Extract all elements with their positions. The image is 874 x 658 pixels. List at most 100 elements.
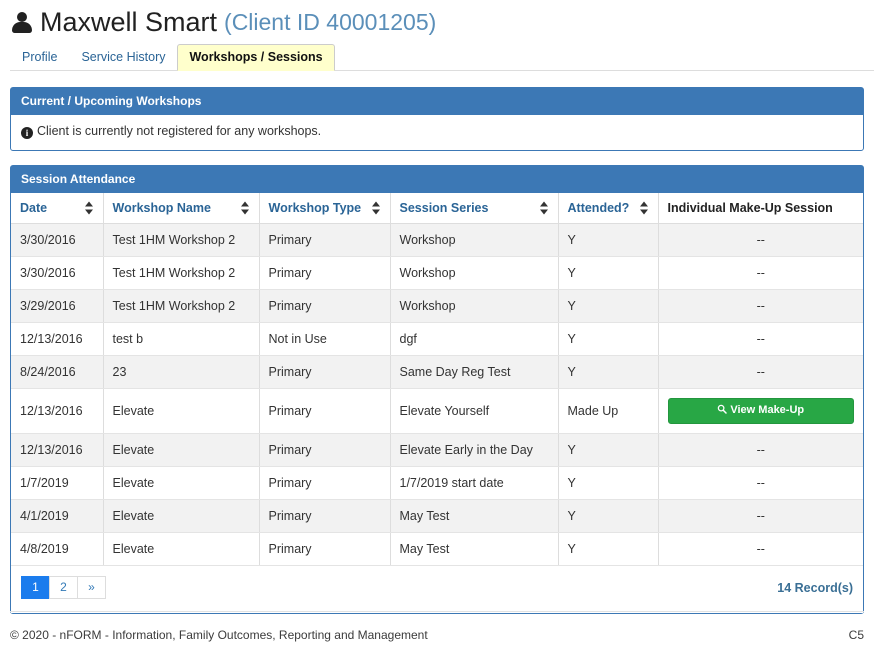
client-id: (Client ID 40001205) <box>224 8 437 35</box>
cell-workshop-name: Elevate <box>103 499 260 533</box>
tab-bar: Profile Service History Workshops / Sess… <box>10 44 874 71</box>
sort-icon[interactable] <box>539 201 549 215</box>
cell-individual-makeup-session: -- <box>658 433 863 467</box>
cell-date: 12/13/2016 <box>11 388 104 434</box>
cell-session-series: May Test <box>390 532 559 566</box>
pagination: 1 2 » <box>21 576 106 599</box>
cell-attended: Y <box>558 532 659 566</box>
cell-session-series: Workshop <box>390 223 559 257</box>
cell-workshop-name: 23 <box>103 355 260 389</box>
cell-session-series: Elevate Yourself <box>390 388 559 434</box>
column-header-attended[interactable]: Attended? <box>558 193 659 224</box>
cell-session-series: Workshop <box>390 289 559 323</box>
view-make-up-button[interactable]: View Make-Up <box>667 398 854 424</box>
cell-workshop-name: Elevate <box>103 433 260 467</box>
cell-individual-makeup-session: -- <box>658 355 863 389</box>
column-header-session-series[interactable]: Session Series <box>390 193 559 224</box>
column-header-workshop-type[interactable]: Workshop Type <box>259 193 391 224</box>
cell-workshop-type: Primary <box>259 388 391 434</box>
cell-session-series: dgf <box>390 322 559 356</box>
record-count: 14 Record(s) <box>777 580 853 595</box>
page-button-1[interactable]: 1 <box>21 576 49 599</box>
cell-session-series: Same Day Reg Test <box>390 355 559 389</box>
column-label-session-series: Session Series <box>399 201 489 215</box>
cell-date: 3/29/2016 <box>11 289 104 323</box>
table-row: 4/8/2019 Elevate Primary May Test Y -- <box>11 532 863 566</box>
current-upcoming-workshops-panel: Current / Upcoming Workshops i Client is … <box>10 87 864 151</box>
page-button-next[interactable]: » <box>77 576 106 599</box>
column-header-workshop-name[interactable]: Workshop Name <box>103 193 260 224</box>
cell-workshop-type: Primary <box>259 355 391 389</box>
column-label-date: Date <box>20 201 48 215</box>
upcoming-panel-body: i Client is currently not registered for … <box>11 115 863 150</box>
cell-attended: Y <box>558 322 659 356</box>
cell-attended: Y <box>558 499 659 533</box>
page-title: Maxwell Smart <box>40 7 218 37</box>
cell-workshop-name: Elevate <box>103 388 260 434</box>
cell-workshop-type: Primary <box>259 466 391 500</box>
panel-title-attendance: Session Attendance <box>11 166 863 193</box>
page-button-2[interactable]: 2 <box>49 576 77 599</box>
cell-date: 12/13/2016 <box>11 433 104 467</box>
cell-workshop-name: Test 1HM Workshop 2 <box>103 289 260 323</box>
cell-individual-makeup-session: -- <box>658 256 863 290</box>
sort-icon[interactable] <box>639 201 649 215</box>
cell-workshop-name: Elevate <box>103 466 260 500</box>
cell-individual-makeup-session: -- <box>658 466 863 500</box>
cell-workshop-name: Test 1HM Workshop 2 <box>103 256 260 290</box>
cell-attended: Y <box>558 466 659 500</box>
sort-icon[interactable] <box>371 201 381 215</box>
tab-service-history[interactable]: Service History <box>81 50 166 64</box>
cell-individual-makeup-session: -- <box>658 223 863 257</box>
cell-date: 8/24/2016 <box>11 355 104 389</box>
sort-icon[interactable] <box>240 201 250 215</box>
page-footer: © 2020 - nFORM - Information, Family Out… <box>10 611 864 658</box>
table-row: 8/24/2016 23 Primary Same Day Reg Test Y -- <box>11 355 863 389</box>
cell-workshop-name: test b <box>103 322 260 356</box>
cell-date: 12/13/2016 <box>11 322 104 356</box>
cell-date: 4/1/2019 <box>11 499 104 533</box>
table-row: 3/30/2016 Test 1HM Workshop 2 Primary Works… <box>11 223 863 257</box>
tab-profile[interactable]: Profile <box>22 50 58 64</box>
table-row: 12/13/2016 Elevate Primary Elevate Yourself… <box>11 388 863 434</box>
search-icon <box>717 404 728 418</box>
cell-workshop-type: Primary <box>259 289 391 323</box>
cell-attended: Y <box>558 223 659 257</box>
person-icon <box>10 9 34 35</box>
cell-individual-makeup-session: -- <box>658 289 863 323</box>
cell-date: 3/30/2016 <box>11 223 104 257</box>
table-header-row: Date Workshop Name Workshop Type Session… <box>11 193 863 224</box>
column-header-date[interactable]: Date <box>11 193 104 224</box>
column-label-attended: Attended? <box>567 201 630 215</box>
column-label-workshop-name: Workshop Name <box>112 201 211 215</box>
table-row: 3/29/2016 Test 1HM Workshop 2 Primary Works… <box>11 289 863 323</box>
tab-workshops-sessions[interactable]: Workshops / Sessions <box>177 44 335 71</box>
panel-title-upcoming: Current / Upcoming Workshops <box>11 88 863 115</box>
column-label-workshop-type: Workshop Type <box>268 201 362 215</box>
session-attendance-panel: Session Attendance Date Workshop Name <box>10 165 864 614</box>
table-row: 12/13/2016 test b Not in Use dgf Y -- <box>11 322 863 356</box>
column-header-individual-makeup-session: Individual Make-Up Session <box>658 193 863 224</box>
cell-workshop-type: Primary <box>259 256 391 290</box>
table-row: 1/7/2019 Elevate Primary 1/7/2019 start dat… <box>11 466 863 500</box>
cell-date: 4/8/2019 <box>11 532 104 566</box>
cell-date: 3/30/2016 <box>11 256 104 290</box>
cell-attended: Y <box>558 289 659 323</box>
cell-workshop-type: Primary <box>259 433 391 467</box>
page-header: Maxwell Smart (Client ID 40001205) <box>0 0 874 38</box>
cell-workshop-type: Primary <box>259 223 391 257</box>
cell-workshop-type: Primary <box>259 532 391 566</box>
table-row: 12/13/2016 Elevate Primary Elevate Early in… <box>11 433 863 467</box>
footer-code: C5 <box>848 628 864 642</box>
cell-individual-makeup-session: -- <box>658 532 863 566</box>
cell-individual-makeup-session: -- <box>658 322 863 356</box>
grid-footer: 1 2 » 14 Record(s) <box>11 566 863 613</box>
footer-copyright: © 2020 - nFORM - Information, Family Out… <box>10 628 428 642</box>
cell-workshop-type: Primary <box>259 499 391 533</box>
view-make-up-label: View Make-Up <box>730 404 805 416</box>
cell-attended: Y <box>558 355 659 389</box>
info-circle-icon: i <box>21 127 33 139</box>
sort-icon[interactable] <box>84 201 94 215</box>
cell-session-series: Workshop <box>390 256 559 290</box>
cell-session-series: Elevate Early in the Day <box>390 433 559 467</box>
